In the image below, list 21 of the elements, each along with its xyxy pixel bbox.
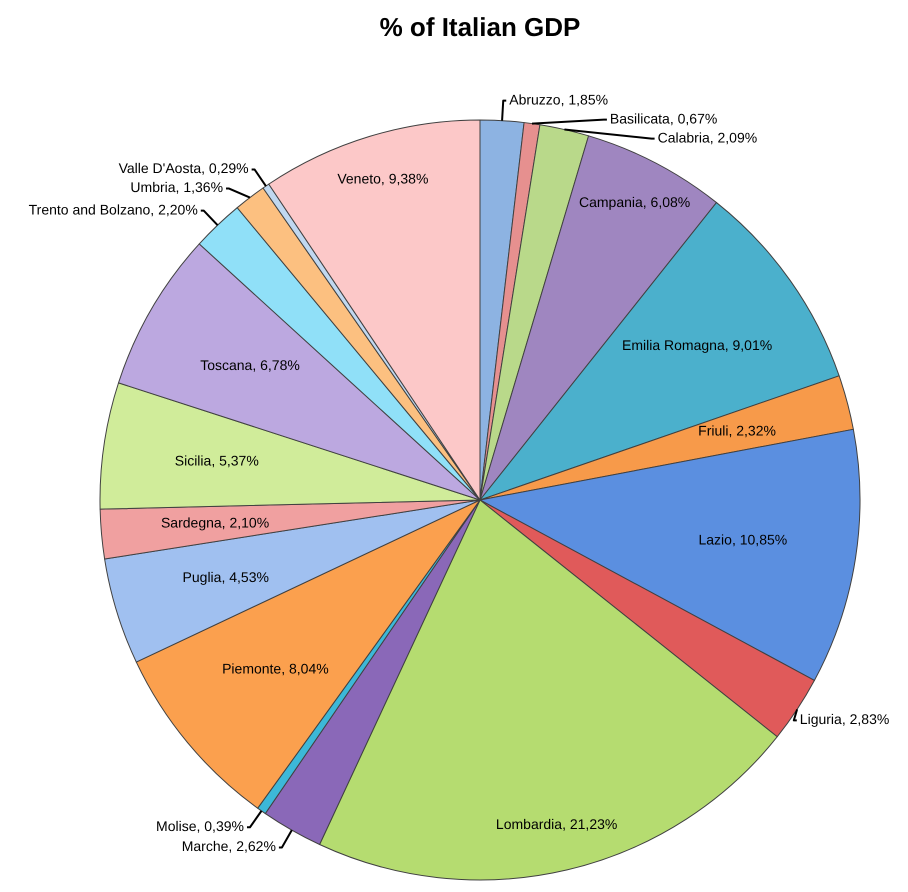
slice-label: Molise, 0,39%: [156, 818, 244, 834]
slice-label: Liguria, 2,83%: [800, 711, 890, 728]
slice-label: Trento and Bolzano, 2,20%: [28, 201, 198, 218]
slice-label: Valle D'Aosta, 0,29%: [118, 160, 249, 176]
slice-label: Sardegna, 2,10%: [160, 514, 270, 531]
slice-label: Toscana, 6,78%: [200, 357, 300, 374]
slice-label: Abruzzo, 1,85%: [509, 91, 608, 108]
slice-label: Lombardia, 21,23%: [496, 816, 618, 832]
slice-label: Puglia, 4,53%: [182, 568, 269, 585]
slice-label: Piemonte, 8,04%: [222, 660, 329, 677]
slice-label: Veneto, 9,38%: [337, 170, 428, 187]
slice-label: Umbria, 1,36%: [130, 179, 224, 196]
chart-title: % of Italian GDP: [380, 12, 580, 42]
slice-label: Basilicata, 0,67%: [610, 110, 718, 126]
slice-label: Emilia Romagna, 9,01%: [622, 337, 772, 354]
slice-label: Marche, 2,62%: [182, 838, 276, 854]
slice-label: Calabria, 2,09%: [658, 129, 758, 146]
slice-label: Sicilia, 5,37%: [174, 452, 259, 468]
slice-label: Lazio, 10,85%: [698, 531, 788, 548]
slice-label: Friuli, 2,32%: [698, 422, 776, 438]
slice-label: Campania, 6,08%: [578, 194, 690, 210]
